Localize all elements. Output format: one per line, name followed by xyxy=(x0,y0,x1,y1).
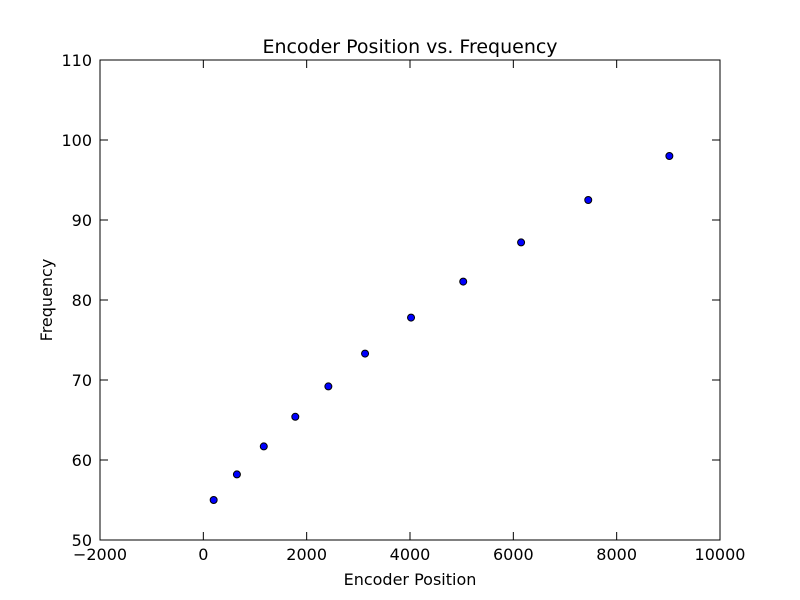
x-tick-label: 10000 xyxy=(695,545,746,564)
x-tick-label: 8000 xyxy=(596,545,637,564)
y-axis-ticks: 50 60 70 80 90 100 110 xyxy=(61,51,720,550)
data-point xyxy=(459,277,468,286)
data-point xyxy=(584,196,593,204)
data-point xyxy=(517,238,526,247)
data-point xyxy=(324,382,333,391)
axes-frame xyxy=(99,59,721,541)
y-tick-label: 110 xyxy=(61,51,92,70)
y-tick-label: 60 xyxy=(72,451,92,470)
data-point xyxy=(232,470,241,479)
x-axis-label: Encoder Position xyxy=(344,570,477,589)
plot-area: −2000 0 2000 4000 6000 8000 10000 50 60 70 80 90 10… xyxy=(61,51,745,564)
x-tick-label: 4000 xyxy=(390,545,431,564)
data-point xyxy=(407,313,416,322)
x-tick-label: −2000 xyxy=(73,545,127,564)
chart-title: Encoder Position vs. Frequency xyxy=(262,36,557,58)
y-tick-label: 70 xyxy=(72,371,92,390)
x-tick-label: 6000 xyxy=(493,545,534,564)
y-axis-label: Frequency xyxy=(37,259,56,342)
y-tick-label: 100 xyxy=(61,131,92,150)
data-point xyxy=(259,442,268,451)
data-point xyxy=(361,349,370,358)
y-tick-label: 50 xyxy=(72,531,92,550)
x-tick-label: 2000 xyxy=(286,545,327,564)
y-tick-label: 90 xyxy=(72,211,92,230)
data-point xyxy=(209,496,218,504)
data-point xyxy=(291,412,300,421)
x-tick-label: 0 xyxy=(198,545,208,564)
data-points xyxy=(209,152,674,504)
x-axis-ticks: −2000 0 2000 4000 6000 8000 10000 xyxy=(73,60,746,564)
y-tick-label: 80 xyxy=(72,291,92,310)
data-point xyxy=(665,152,674,160)
